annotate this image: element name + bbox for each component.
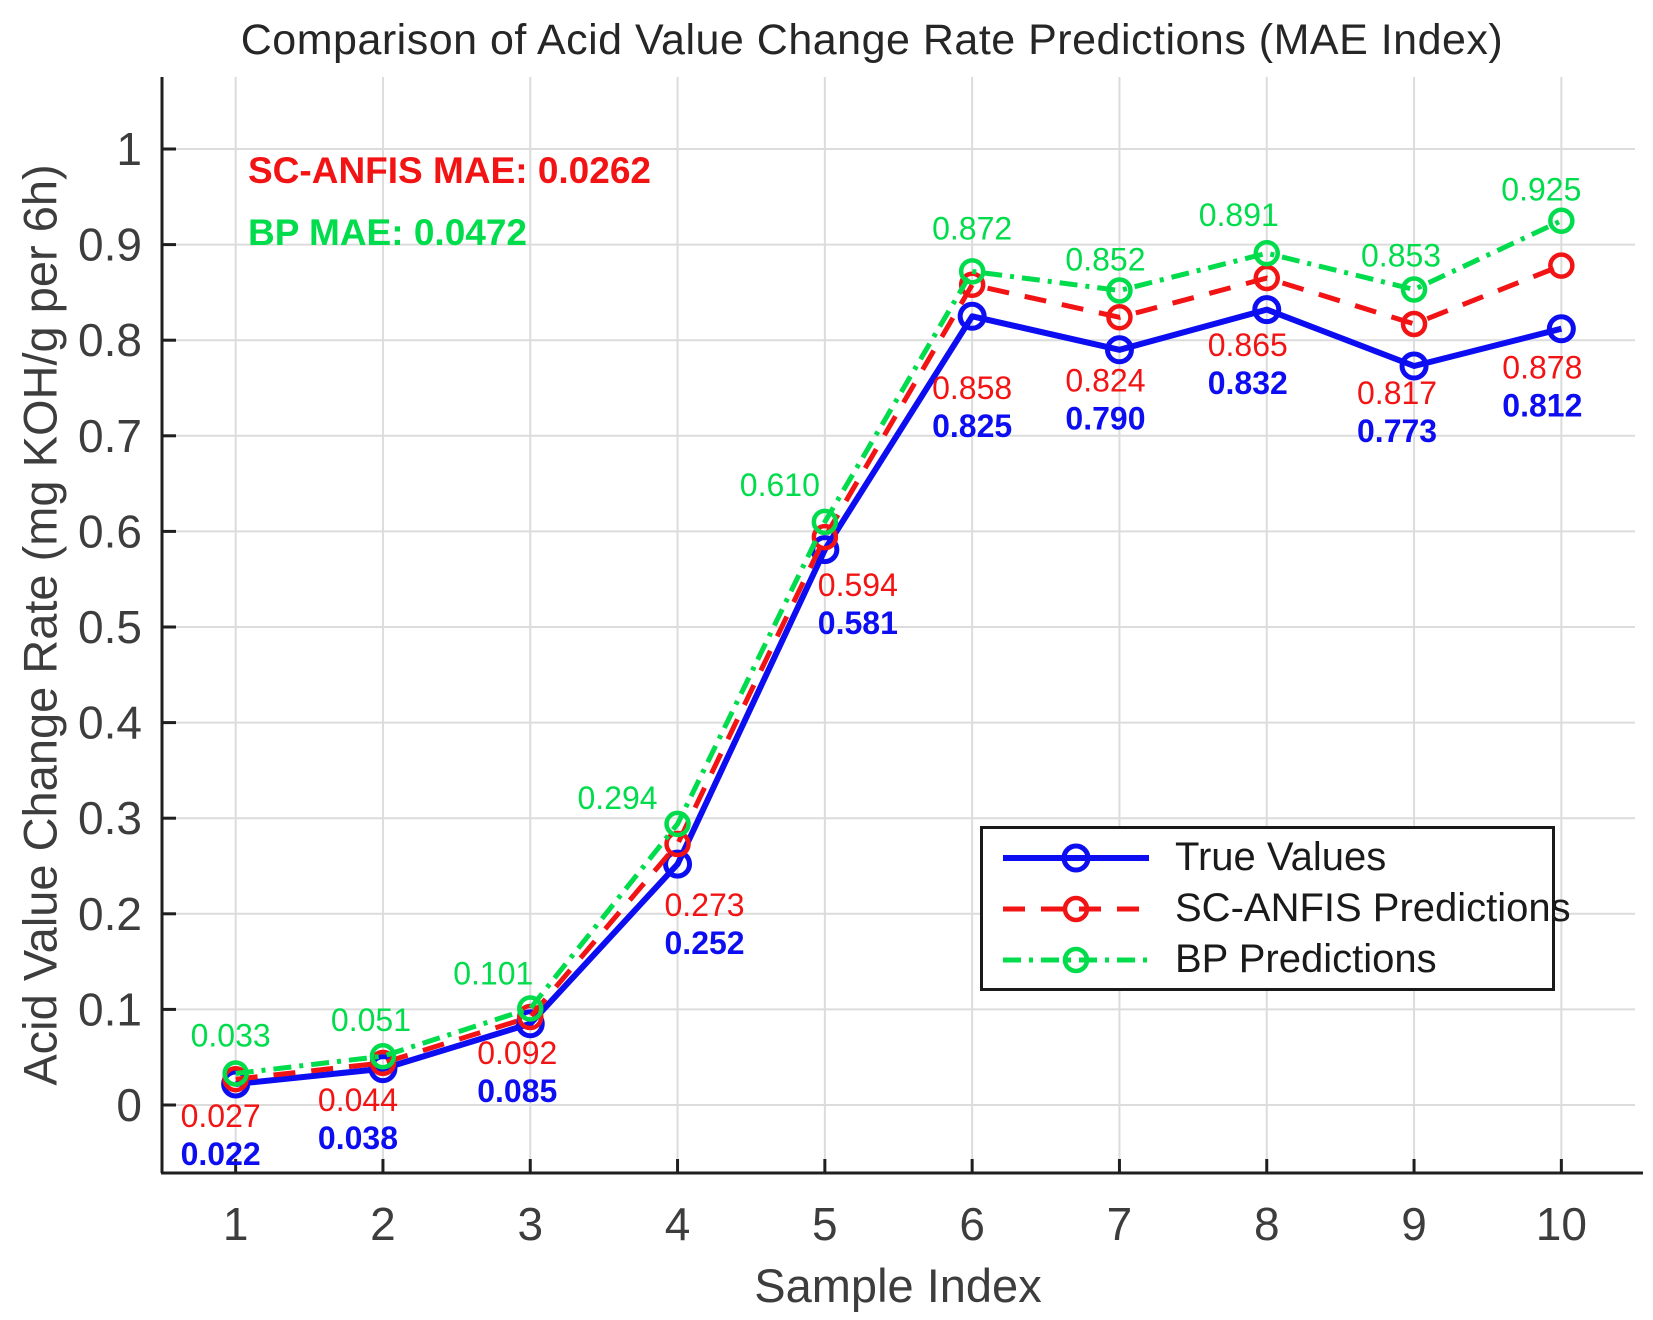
data-label-bp-predictions-3: 0.101	[453, 955, 533, 991]
data-label-true-values-8: 0.832	[1208, 365, 1288, 401]
marker-bp-predictions-3	[517, 995, 544, 1022]
series-line-true-values	[235, 306, 1563, 1087]
data-label-bp-predictions-1: 0.033	[191, 1017, 271, 1053]
marker-true-values-2	[368, 1054, 398, 1084]
marker-sc-anfis-predictions-9	[1400, 310, 1428, 338]
y-tick-label-0.6: 0.6	[78, 505, 142, 557]
data-label-true-values-7: 0.790	[1065, 400, 1145, 436]
marker-bp-predictions-7	[1106, 277, 1133, 304]
x-axis-title: Sample Index	[754, 1259, 1042, 1312]
y-tick-label-0.4: 0.4	[78, 697, 142, 749]
data-label-bp-predictions-10: 0.925	[1501, 172, 1581, 208]
marker-sc-anfis-predictions-5	[811, 523, 839, 551]
marker-bp-predictions-8	[1253, 239, 1280, 267]
legend-line-sc-anfis-icon	[1003, 895, 1149, 922]
x-tick-label-7: 7	[1107, 1198, 1133, 1250]
y-tick-label-1: 1	[116, 123, 142, 175]
data-label-bp-predictions-2: 0.051	[331, 1002, 411, 1038]
data-label-sc-anfis-predictions-10: 0.878	[1502, 350, 1582, 386]
data-label-true-values-5: 0.581	[818, 605, 898, 641]
data-label-sc-anfis-predictions-7: 0.824	[1065, 362, 1145, 398]
data-label-sc-anfis-predictions-4: 0.273	[665, 887, 745, 923]
marker-sc-anfis-predictions-7	[1106, 304, 1133, 331]
marker-true-values-10	[1546, 314, 1576, 344]
legend-line-bp-icon	[1003, 946, 1149, 973]
x-tick-label-2: 2	[370, 1198, 396, 1250]
data-label-true-values-2: 0.038	[318, 1120, 398, 1156]
marker-true-values-3	[515, 1009, 545, 1039]
data-label-sc-anfis-predictions-5: 0.594	[818, 567, 898, 603]
marker-true-values-7	[1104, 335, 1134, 365]
data-label-bp-predictions-9: 0.853	[1361, 238, 1441, 274]
y-tick-label-0.5: 0.5	[78, 601, 142, 653]
x-tick-label-8: 8	[1254, 1198, 1280, 1250]
annotation-sc-anfis-mae: SC-ANFIS MAE: 0.0262	[248, 150, 651, 191]
marker-true-values-6	[957, 301, 987, 331]
legend-entry-sc-anfis-predictions: SC-ANFIS Predictions	[999, 886, 1571, 931]
x-tick-label-9: 9	[1401, 1198, 1427, 1250]
y-tick-label-0.2: 0.2	[78, 888, 142, 940]
data-label-true-values-10: 0.812	[1502, 388, 1582, 424]
marker-sc-anfis-predictions-10	[1548, 252, 1575, 279]
y-tick-label-0: 0	[116, 1079, 142, 1131]
data-label-true-values-4: 0.252	[665, 925, 745, 961]
data-label-sc-anfis-predictions-2: 0.044	[318, 1082, 398, 1118]
data-label-bp-predictions-8: 0.891	[1199, 197, 1279, 233]
marker-bp-predictions-5	[811, 508, 839, 536]
chart-title: Comparison of Acid Value Change Rate Pre…	[240, 16, 1504, 64]
data-label-sc-anfis-predictions-8: 0.865	[1208, 327, 1288, 363]
data-label-bp-predictions-5: 0.610	[740, 467, 820, 503]
marker-bp-predictions-10	[1548, 207, 1575, 234]
marker-bp-predictions-4	[664, 810, 691, 838]
marker-true-values-8	[1252, 295, 1282, 325]
marker-sc-anfis-predictions-8	[1253, 264, 1280, 292]
x-tick-label-3: 3	[517, 1198, 543, 1250]
marker-bp-predictions-1	[222, 1060, 249, 1087]
x-tick-label-1: 1	[223, 1198, 249, 1250]
marker-true-values-4	[663, 849, 693, 879]
y-tick-label-0.9: 0.9	[78, 219, 142, 271]
y-tick-label-0.7: 0.7	[78, 410, 142, 462]
annotation-bp-mae: BP MAE: 0.0472	[248, 212, 527, 253]
data-label-sc-anfis-predictions-3: 0.092	[477, 1035, 557, 1071]
data-label-bp-predictions-7: 0.852	[1065, 241, 1145, 277]
legend-box: True Values SC-ANFIS Predictions BP Pred…	[980, 826, 1571, 991]
data-label-true-values-6: 0.825	[932, 408, 1012, 444]
legend-entry-true-values: True Values	[999, 835, 1552, 880]
x-tick-label-10: 10	[1536, 1198, 1587, 1250]
legend-label-bp-predictions: BP Predictions	[1175, 937, 1437, 981]
x-tick-label-5: 5	[812, 1198, 838, 1250]
y-axis-title: Acid Value Change Rate (mg KOH/g per 6h)	[13, 164, 67, 1086]
x-tick-label-6: 6	[959, 1198, 985, 1250]
data-label-bp-predictions-6: 0.872	[932, 210, 1012, 246]
legend-entry-bp-predictions: BP Predictions	[999, 937, 1552, 982]
data-label-sc-anfis-predictions-1: 0.027	[181, 1098, 261, 1134]
marker-bp-predictions-9	[1400, 276, 1428, 303]
y-tick-label-0.8: 0.8	[78, 314, 142, 366]
legend-label-sc-anfis-predictions: SC-ANFIS Predictions	[1175, 886, 1571, 930]
legend-label-true-values: True Values	[1175, 835, 1387, 879]
x-tick-label-4: 4	[665, 1198, 691, 1250]
data-label-sc-anfis-predictions-9: 0.817	[1357, 375, 1437, 411]
data-label-bp-predictions-4: 0.294	[578, 780, 658, 816]
marker-bp-predictions-6	[958, 258, 986, 285]
data-label-sc-anfis-predictions-6: 0.858	[932, 370, 1012, 406]
y-tick-label-0.1: 0.1	[78, 983, 142, 1035]
data-label-true-values-1: 0.022	[181, 1136, 261, 1172]
y-tick-label-0.3: 0.3	[78, 792, 142, 844]
marker-true-values-9	[1399, 351, 1429, 381]
data-label-true-values-9: 0.773	[1357, 413, 1437, 449]
data-label-true-values-3: 0.085	[477, 1073, 557, 1109]
legend-line-true-values-icon	[1003, 843, 1149, 872]
marker-bp-predictions-2	[369, 1042, 397, 1070]
